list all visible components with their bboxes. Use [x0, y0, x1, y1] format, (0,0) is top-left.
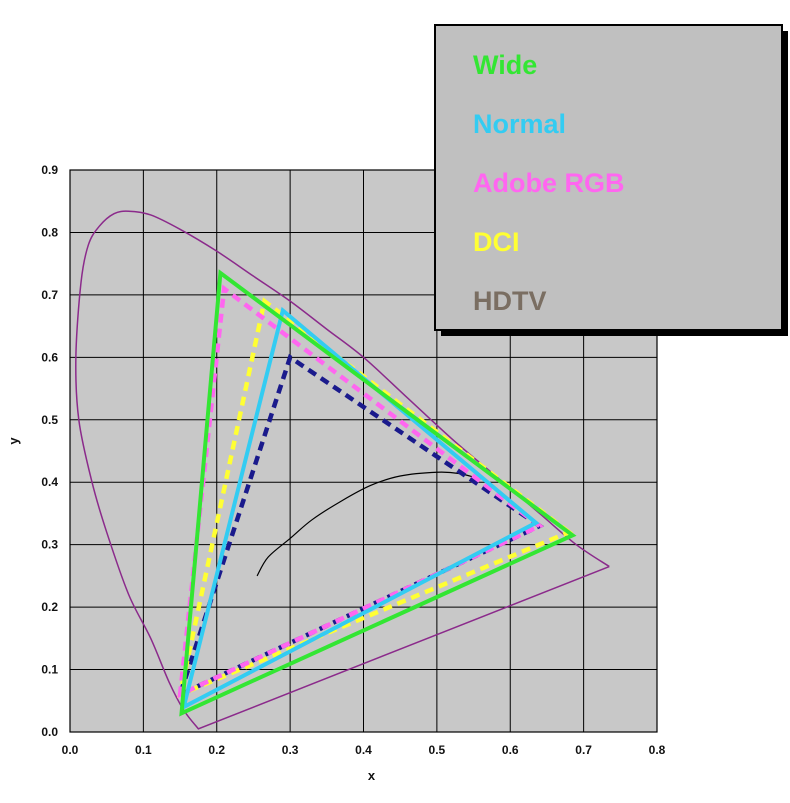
x-tick-label: 0.7	[575, 743, 592, 757]
legend-entry-normal: Normal	[473, 109, 566, 139]
x-tick-label: 0.4	[355, 743, 372, 757]
gamut-normal	[180, 306, 540, 711]
gamut-adobe-rgb	[177, 284, 544, 699]
plot-border	[69, 169, 658, 733]
x-tick-label: 0.6	[502, 743, 519, 757]
x-axis-label: x	[368, 768, 376, 783]
x-tick-label: 0.1	[135, 743, 152, 757]
gamut-dci	[176, 297, 574, 699]
y-tick-label: 0.2	[41, 600, 58, 614]
legend-entry-hdtv: HDTV	[473, 286, 547, 316]
x-tick-label: 0.2	[208, 743, 225, 757]
y-tick-label: 0.3	[41, 538, 58, 552]
legend-entry-dci: DCI	[473, 227, 520, 257]
gamut-hdtv	[176, 353, 545, 699]
spectral-locus	[75, 210, 610, 730]
y-tick-label: 0.0	[41, 725, 58, 739]
legend-entry-adobe-rgb: Adobe RGB	[473, 168, 625, 198]
gamut-wide	[179, 269, 577, 717]
planckian-locus	[256, 471, 482, 577]
legend-box	[434, 24, 783, 331]
legend: Wide Normal Adobe RGB DCI HDTV	[434, 24, 788, 336]
y-tick-label: 0.5	[41, 413, 58, 427]
x-tick-label: 0.8	[649, 743, 666, 757]
y-tick-label: 0.6	[41, 350, 58, 364]
y-tick-label: 0.9	[41, 163, 58, 177]
y-tick-label: 0.4	[41, 475, 58, 489]
y-axis-label: y	[6, 437, 21, 445]
x-tick-label: 0.3	[282, 743, 299, 757]
axes: x y 0.0 0.1 0.2 0.3 0.4 0.5 0.6 0.7 0.8 0.0 0.1 0.2…	[6, 163, 666, 783]
y-tick-label: 0.1	[41, 663, 58, 677]
x-tick-label: 0.0	[62, 743, 79, 757]
y-tick-label: 0.8	[41, 225, 58, 239]
x-tick-label: 0.5	[429, 743, 446, 757]
y-tick-label: 0.7	[41, 288, 58, 302]
legend-entry-wide: Wide	[473, 50, 537, 80]
